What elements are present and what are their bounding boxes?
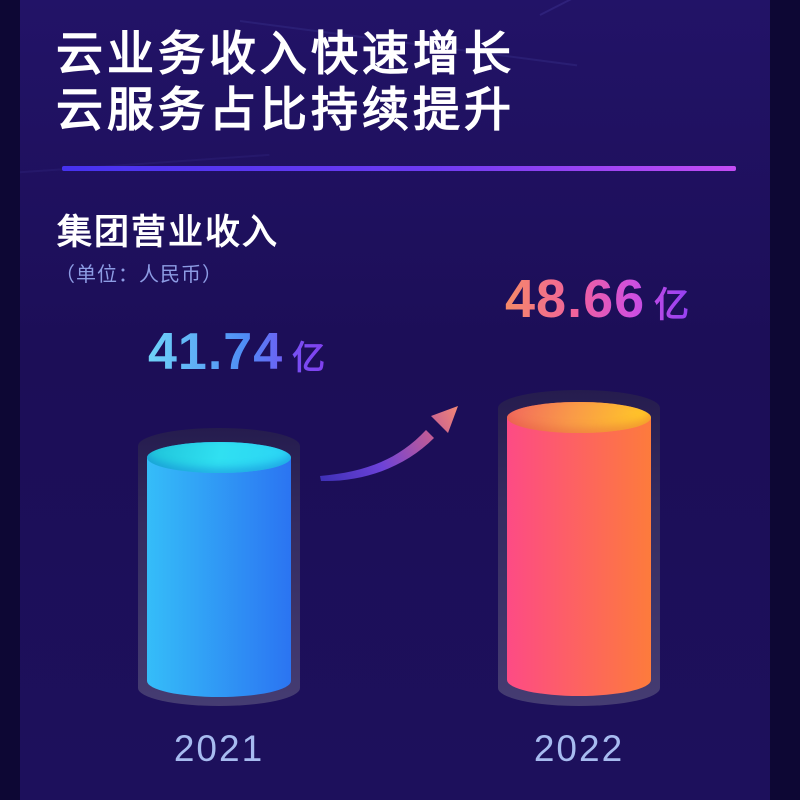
left-edge-strip <box>0 0 20 800</box>
section-title: 集团营业收入 <box>57 213 280 252</box>
page-title: 云业务收入快速增长 云服务占比持续提升 <box>56 26 515 138</box>
year-label-2022: 2022 <box>533 728 625 769</box>
cylinder-top-2021 <box>147 442 291 473</box>
year-label-2021: 2021 <box>173 728 265 769</box>
value-label-2022: 48.66 亿 <box>505 268 689 330</box>
decorative-diagonal-line <box>539 0 675 16</box>
value-label-2021: 41.74 亿 <box>148 322 325 382</box>
value-unit-2021: 亿 <box>292 339 326 376</box>
title-line-2: 云服务占比持续提升 <box>56 83 515 136</box>
right-edge-strip <box>770 0 800 800</box>
cylinder-bar-2022 <box>507 402 651 696</box>
title-line-1: 云业务收入快速增长 <box>56 27 515 80</box>
value-number-2022: 48.66 <box>505 269 646 329</box>
value-unit-2022: 亿 <box>654 286 690 325</box>
divider-line <box>62 166 736 171</box>
main-panel: 云业务收入快速增长 云服务占比持续提升 集团营业收入 （单位：人民币） 41.7… <box>20 0 770 800</box>
value-number-2021: 41.74 <box>148 323 284 381</box>
cylinder-bar-2021 <box>147 442 291 697</box>
unit-label: （单位：人民币） <box>55 264 223 286</box>
cylinder-top-2022 <box>507 402 651 433</box>
growth-arrow-icon <box>320 406 458 482</box>
